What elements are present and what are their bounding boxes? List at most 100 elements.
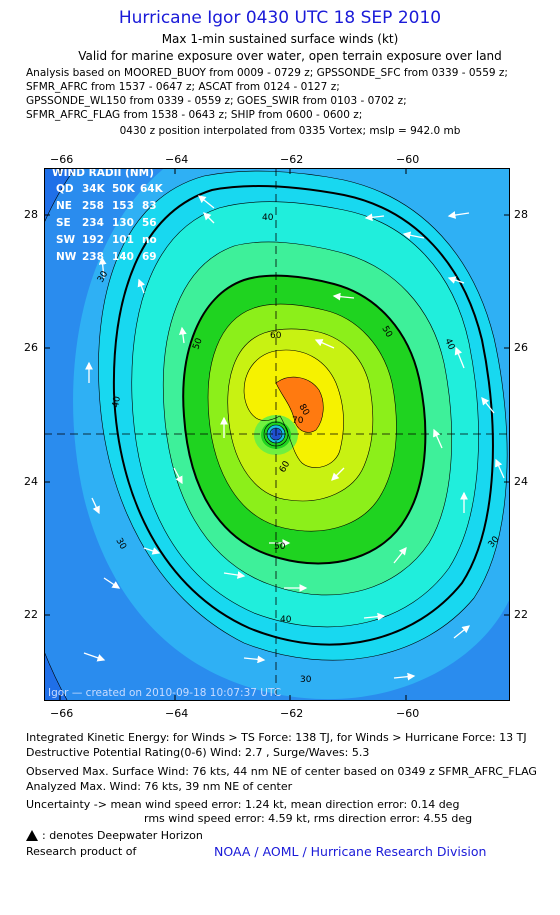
lat-tick-right-2: 26 (514, 341, 528, 354)
wind-arrow (173, 467, 183, 485)
map-frame (44, 168, 510, 701)
analysis-line-4: SFMR_AFRC_FLAG from 1538 - 0643 z; SHIP … (26, 109, 363, 121)
contour-30 (44, 168, 76, 701)
radii-ne-50k: 153 (112, 200, 134, 212)
lon-tick-top-4: −60 (396, 153, 420, 166)
radii-nw-label: NW (56, 251, 77, 263)
wind-arrow (98, 256, 107, 279)
lat-tick-right-3: 24 (514, 475, 528, 488)
radii-nw-50k: 140 (112, 251, 134, 263)
contour-label-40: 40 (280, 615, 292, 625)
valid-for-note: Valid for marine exposure over water, op… (78, 49, 502, 63)
wind-arrow (143, 547, 161, 555)
wind-arrow (453, 625, 471, 639)
radii-se-50k: 130 (112, 217, 134, 229)
page-title: Hurricane Igor 0430 UTC 18 SEP 2010 (118, 8, 442, 28)
deepwater-horizon-note: : denotes Deepwater Horizon (42, 829, 203, 842)
wind-arrow (331, 467, 345, 481)
contour-label-40: 40 (111, 395, 123, 408)
lat-tick-left-1: 28 (24, 208, 38, 221)
lon-tick-bottom-1: −66 (50, 707, 74, 720)
radii-ne-label: NE (56, 200, 72, 212)
contour-label-40: 40 (442, 337, 456, 352)
contour-label-60: 60 (270, 331, 282, 341)
wind-band-70 (276, 377, 324, 433)
contour-label-50: 50 (274, 542, 286, 552)
uncertainty-line-2: rms wind speed error: 4.59 kt, rms direc… (144, 812, 473, 825)
lon-tick-top-1: −66 (50, 153, 74, 166)
lon-tick-bottom-4: −60 (396, 707, 420, 720)
lon-tick-bottom-2: −64 (165, 707, 189, 720)
lat-tick-right-1: 28 (514, 208, 528, 221)
wind-arrow (197, 195, 215, 209)
radii-sw-34k: 192 (82, 234, 104, 246)
wind-arrow (314, 339, 335, 349)
subtitle: Max 1-min sustained surface winds (kt) (161, 32, 399, 46)
wind-arrow (243, 655, 266, 664)
research-product-label: Research product of (26, 845, 137, 858)
wind-arrow (447, 276, 465, 284)
wind-arrow (393, 672, 416, 681)
wind-arrow (433, 428, 443, 449)
wind-arrow (223, 571, 246, 579)
position-note: 0430 z position interpolated from 0335 V… (119, 125, 461, 137)
contour-55 (207, 303, 397, 532)
lon-tick-top-2: −64 (165, 153, 189, 166)
analysis-line-2: SFMR_AFRC from 1537 - 0647 z; ASCAT from… (26, 81, 340, 93)
wind-arrow (402, 231, 425, 240)
uncertainty-line-1: Uncertainty -> mean wind speed error: 1.… (26, 798, 460, 811)
radii-sw-50k: 101 (112, 234, 134, 246)
wind-arrow (454, 346, 465, 369)
contour-50 (182, 274, 427, 565)
lat-tick-left-4: 22 (24, 608, 38, 621)
wind-arrow (332, 292, 355, 301)
contour-label-40: 40 (262, 213, 274, 223)
contour-65 (243, 349, 344, 468)
wind-arrow (91, 497, 100, 515)
contour-35 (98, 170, 508, 661)
deepwater-horizon-icon (26, 830, 38, 841)
lat-tick-right-4: 22 (514, 608, 528, 621)
radii-header-34k: 34K (82, 183, 106, 195)
radii-se-label: SE (56, 217, 71, 229)
contour-label-50: 50 (191, 337, 204, 351)
lat-tick-left-2: 26 (24, 341, 38, 354)
radii-ne-64k: 83 (142, 200, 157, 212)
radii-header-qd: QD (56, 183, 74, 195)
radii-sw-64k: no (142, 234, 157, 246)
lon-tick-top-3: −62 (280, 153, 304, 166)
radii-header-50k: 50K (112, 183, 136, 195)
wind-arrow (363, 612, 386, 621)
wind-radii-table: WIND RADII (NM) QD 34K 50K 64K NE 258 15… (52, 168, 164, 263)
wind-radii-title: WIND RADII (NM) (52, 168, 154, 179)
wind-arrow (203, 212, 215, 224)
contour-60 (227, 328, 374, 502)
radii-nw-34k: 238 (82, 251, 104, 263)
contour-label-70: 70 (292, 416, 304, 426)
lat-tick-left-3: 24 (24, 475, 38, 488)
analysis-line-3: GPSSONDE_WL150 from 0339 - 0559 z; GOES_… (26, 95, 407, 107)
contour-label-30: 30 (300, 675, 312, 685)
radii-ne-34k: 258 (82, 200, 104, 212)
wind-arrow (447, 211, 470, 219)
wind-map: 30 30 30 30 40 40 40 40 50 50 50 60 60 7… (44, 168, 510, 701)
radii-se-64k: 56 (142, 217, 157, 229)
radii-sw-label: SW (56, 234, 76, 246)
wind-arrow (103, 577, 121, 589)
observed-max-line: Observed Max. Surface Wind: 76 kts, 44 n… (26, 765, 537, 778)
wind-arrow (178, 326, 187, 344)
wind-arrow (137, 278, 145, 294)
analysis-line-1: Analysis based on MOORED_BUOY from 0009 … (26, 67, 508, 79)
ike-line: Integrated Kinetic Energy: for Winds > T… (26, 731, 527, 744)
contour-70 (275, 376, 324, 433)
dpr-line: Destructive Potential Rating(0-6) Wind: … (26, 746, 370, 759)
wind-arrow (393, 546, 407, 564)
lon-tick-bottom-3: −62 (280, 707, 304, 720)
analyzed-max-line: Analyzed Max. Wind: 76 kts, 39 nm NE of … (26, 780, 293, 793)
wind-arrow (495, 458, 505, 479)
noaa-link[interactable]: NOAA / AOML / Hurricane Research Divisio… (214, 844, 487, 859)
wind-arrow (481, 396, 495, 414)
contour-34kt (112, 185, 494, 646)
radii-header-64k: 64K (140, 183, 164, 195)
contour-45 (163, 241, 452, 596)
